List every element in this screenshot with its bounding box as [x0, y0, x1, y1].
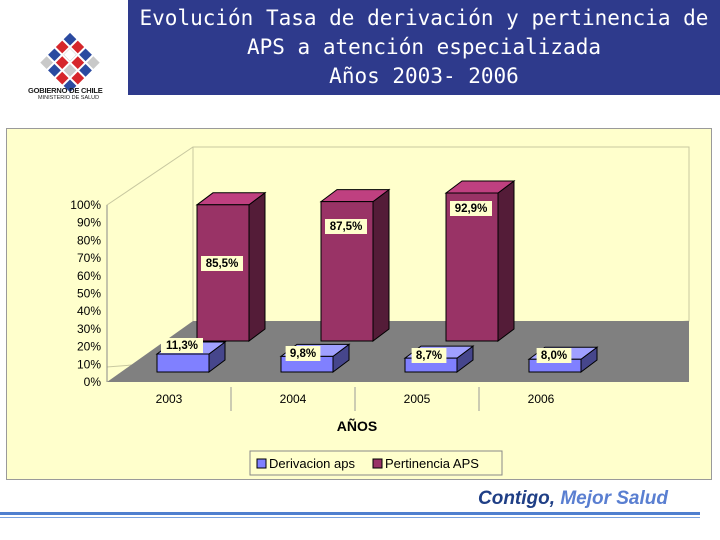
- footer-slogan-part2: Mejor Salud: [560, 488, 668, 509]
- gobierno-logo-icon: [40, 32, 100, 93]
- chart: 0% 10% 20% 30% 40% 50% 60% 70% 80% 90% 100% 85,5% 8…: [70, 146, 690, 476]
- data-label-derivacion: 9,8%: [285, 346, 321, 361]
- svg-text:8,0%: 8,0%: [541, 350, 567, 362]
- x-tick-label: 2005: [404, 392, 431, 406]
- x-tick-label: 2003: [156, 392, 183, 406]
- data-label-derivacion: 11,3%: [161, 338, 203, 353]
- svg-text:85,5%: 85,5%: [206, 258, 239, 270]
- y-tick-label: 100%: [70, 198, 101, 212]
- footer-divider: [0, 512, 700, 515]
- title-line-3: Años 2003- 2006: [329, 64, 519, 88]
- data-label-pertinencia: 92,9%: [450, 201, 492, 216]
- y-tick-label: 40%: [77, 304, 101, 318]
- y-tick-label: 10%: [77, 357, 101, 371]
- header-band: [128, 0, 720, 95]
- bar-pertinencia: [195, 191, 267, 342]
- data-label-pertinencia: 85,5%: [201, 256, 243, 271]
- svg-text:92,9%: 92,9%: [455, 203, 488, 215]
- legend-label-derivacion: Derivacion aps: [269, 456, 355, 471]
- legend: Derivacion aps Pertinencia APS: [249, 450, 503, 476]
- legend-label-pertinencia: Pertinencia APS: [385, 456, 479, 471]
- svg-text:8,7%: 8,7%: [416, 350, 442, 362]
- y-tick-label: 70%: [77, 251, 101, 265]
- y-tick-label: 20%: [77, 340, 101, 354]
- y-tick-label: 60%: [77, 269, 101, 283]
- legend-swatch-derivacion: [256, 458, 267, 469]
- x-axis-label: AÑOS: [337, 417, 377, 434]
- logo-text-ministerio: MINISTERIO DE SALUD: [38, 95, 100, 101]
- y-tick-label: 30%: [77, 322, 101, 336]
- y-tick-label: 50%: [77, 287, 101, 301]
- page-title: Evolución Tasa de derivación y pertinenc…: [128, 4, 720, 91]
- title-line-1: Evolución Tasa de derivación y pertinenc…: [139, 6, 709, 30]
- footer-slogan-part1: Contigo,: [478, 488, 561, 509]
- logo-text-gobierno: GOBIERNO DE CHILE: [28, 86, 103, 95]
- bar-pertinencia: [444, 180, 516, 342]
- y-tick-label: 0%: [84, 375, 102, 389]
- chart-frame: 0% 10% 20% 30% 40% 50% 60% 70% 80% 90% 100% 85,5% 8…: [6, 128, 712, 480]
- data-label-derivacion: 8,0%: [536, 348, 572, 363]
- x-tick-label: 2006: [528, 392, 555, 406]
- legend-swatch-pertinencia: [372, 458, 383, 469]
- y-tick-label: 80%: [77, 233, 101, 247]
- title-line-2: APS a atención especializada: [246, 35, 601, 59]
- bar-pertinencia: [319, 188, 391, 342]
- svg-text:87,5%: 87,5%: [330, 221, 363, 233]
- data-label-pertinencia: 87,5%: [325, 219, 367, 234]
- svg-text:9,8%: 9,8%: [290, 348, 316, 360]
- data-label-derivacion: 8,7%: [411, 348, 447, 363]
- footer-divider-thin: [0, 517, 700, 518]
- svg-text:11,3%: 11,3%: [166, 340, 198, 352]
- x-tick-label: 2004: [280, 392, 307, 406]
- footer-slogan: Contigo, Mejor Salud: [478, 488, 668, 510]
- y-tick-label: 90%: [77, 216, 101, 230]
